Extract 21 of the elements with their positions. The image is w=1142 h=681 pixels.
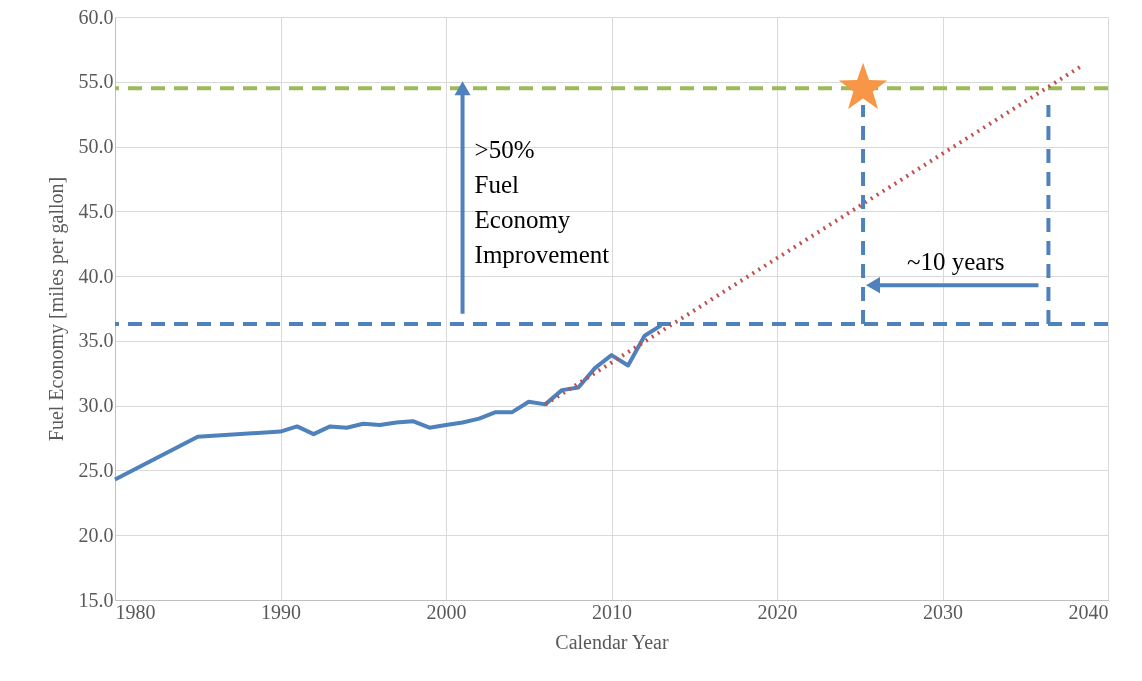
annotation: >50% Fuel Economy Improvement	[474, 136, 610, 269]
y-axis-title: Fuel Economy [miles per gallon]	[44, 176, 68, 442]
x-tick-label: 2030	[923, 600, 963, 623]
y-tick-label: 55.0	[78, 70, 114, 93]
x-tick-label: 2040	[1068, 600, 1109, 623]
x-tick-label: 1990	[261, 600, 301, 623]
y-tick-label: 15.0	[78, 588, 114, 611]
y-tick-label: 60.0	[78, 5, 114, 28]
x-axis-title: Calendar Year	[555, 630, 669, 653]
y-tick-label: 30.0	[78, 394, 114, 417]
y-tick-label: 25.0	[78, 458, 114, 481]
annotation: ~10 years	[906, 248, 1005, 276]
y-tick-label: 50.0	[78, 135, 114, 158]
x-tick-label: 2000	[426, 600, 467, 623]
y-tick-label: 45.0	[78, 199, 114, 222]
x-tick-label: 2020	[757, 600, 798, 623]
y-tick-label: 20.0	[78, 523, 114, 546]
x-tick-label: 1980	[115, 600, 156, 623]
y-tick-label: 40.0	[78, 264, 114, 287]
x-tick-label: 2010	[592, 600, 632, 623]
y-tick-label: 35.0	[78, 329, 114, 352]
